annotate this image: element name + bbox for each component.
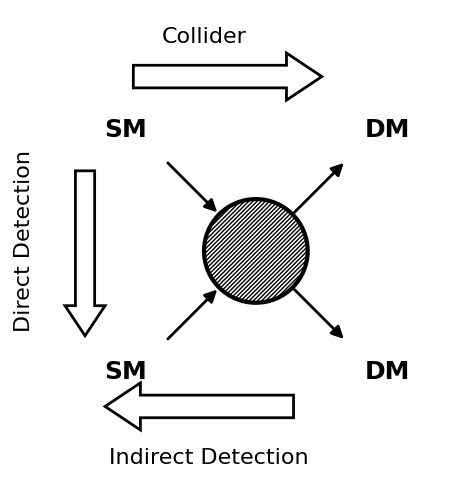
Polygon shape	[105, 383, 293, 430]
Polygon shape	[133, 53, 322, 100]
Text: SM: SM	[104, 360, 147, 384]
Text: SM: SM	[104, 118, 147, 142]
Text: Indirect Detection: Indirect Detection	[109, 448, 309, 468]
Text: DM: DM	[365, 118, 410, 142]
Text: Collider: Collider	[162, 27, 246, 46]
Text: Direct Detection: Direct Detection	[14, 151, 34, 332]
Circle shape	[204, 199, 308, 303]
Text: DM: DM	[365, 360, 410, 384]
Polygon shape	[65, 171, 105, 336]
